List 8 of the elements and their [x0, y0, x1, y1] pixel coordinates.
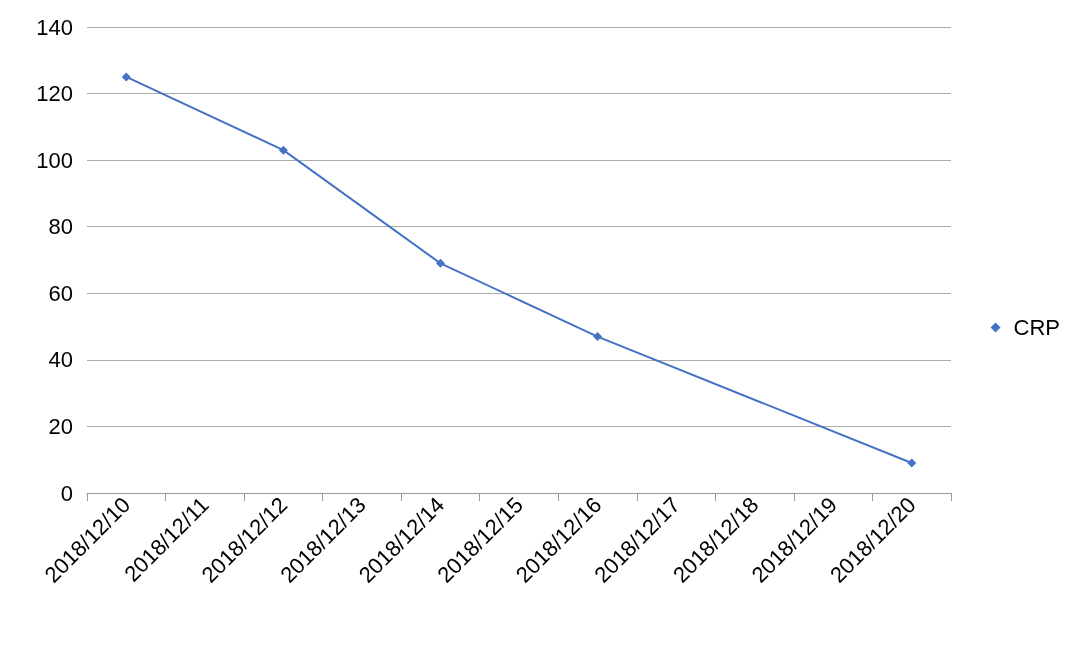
legend-label: CRP: [1013, 315, 1060, 340]
y-tick-label: 100: [36, 147, 73, 173]
y-tick-label: 140: [36, 14, 73, 40]
y-tick-label: 40: [48, 347, 73, 373]
y-tick-label: 80: [48, 214, 73, 240]
y-tick-label: 120: [36, 81, 73, 107]
y-tick-label: 60: [48, 280, 73, 306]
y-tick-label: 20: [48, 413, 73, 439]
